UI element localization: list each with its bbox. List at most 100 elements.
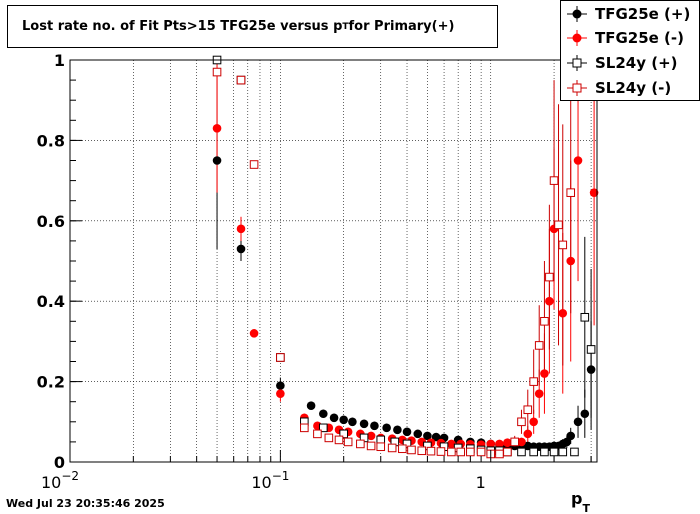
legend-item: TFG25e (-) xyxy=(561,27,699,49)
x-tick-label: 10−1 xyxy=(251,469,289,492)
data-point xyxy=(387,443,397,453)
data-point xyxy=(376,442,386,452)
data-point xyxy=(517,437,526,447)
data-markers xyxy=(212,55,599,459)
data-point xyxy=(540,369,549,378)
y-tick-label: 0.2 xyxy=(37,373,65,392)
data-point xyxy=(558,447,568,457)
y-tick-label: 0.8 xyxy=(37,131,65,150)
data-point xyxy=(212,67,222,77)
data-point xyxy=(486,439,496,449)
timestamp: Wed Jul 23 20:35:46 2025 xyxy=(6,497,165,510)
data-point xyxy=(529,447,538,457)
data-point xyxy=(276,353,285,362)
data-point xyxy=(236,224,246,234)
data-point xyxy=(431,432,441,442)
data-point xyxy=(580,312,590,322)
data-point xyxy=(566,256,576,266)
data-point xyxy=(586,365,596,374)
legend-item: SL24y (-) xyxy=(561,77,699,99)
data-point xyxy=(573,156,583,165)
data-point xyxy=(402,427,412,437)
data-point xyxy=(549,176,559,185)
x-tick-label: 10−2 xyxy=(41,469,79,492)
data-point xyxy=(426,446,436,456)
data-point xyxy=(417,446,427,456)
data-point xyxy=(476,447,486,457)
data-point xyxy=(573,417,583,427)
data-point xyxy=(324,433,334,443)
open-square-marker-icon xyxy=(567,80,587,96)
data-point xyxy=(523,405,533,415)
data-point xyxy=(503,438,512,448)
x-axis-label: pT xyxy=(571,489,590,514)
data-point xyxy=(495,449,504,459)
data-point xyxy=(540,447,549,457)
axis-ticks xyxy=(69,59,592,463)
data-point xyxy=(407,445,416,455)
data-point xyxy=(436,447,446,456)
data-point xyxy=(558,240,568,250)
data-point xyxy=(566,431,576,441)
y-tick-label: 0.6 xyxy=(37,212,65,231)
data-point xyxy=(554,220,563,230)
data-point xyxy=(402,439,412,449)
data-point xyxy=(313,429,322,439)
plot-frame xyxy=(69,59,598,463)
data-point xyxy=(329,413,339,423)
data-point xyxy=(545,272,554,282)
data-point xyxy=(236,244,246,254)
data-point xyxy=(306,401,316,411)
filled-circle-marker-icon xyxy=(567,6,587,22)
data-point xyxy=(517,417,526,427)
data-point xyxy=(447,447,456,457)
data-point xyxy=(359,419,369,429)
data-point xyxy=(495,439,504,449)
data-point xyxy=(580,409,590,419)
data-point xyxy=(393,425,402,435)
data-point xyxy=(589,188,599,197)
data-point xyxy=(413,429,423,439)
data-point xyxy=(558,308,568,318)
data-point xyxy=(319,423,328,433)
data-point xyxy=(534,389,544,398)
filled-circle-marker-icon xyxy=(567,30,587,46)
data-point xyxy=(566,188,576,197)
grid xyxy=(70,60,597,462)
data-point xyxy=(348,417,357,427)
x-tick-label: 1 xyxy=(476,473,486,492)
data-point xyxy=(529,417,538,427)
legend: TFG25e (+) TFG25e (-) SL24y (+) SL24y (-… xyxy=(560,0,700,101)
data-point xyxy=(398,444,407,454)
data-point xyxy=(339,415,348,425)
data-point xyxy=(534,341,544,350)
tick-labels: 10−2 10−1 1 0 0.2 0.4 0.6 0.8 1 xyxy=(37,51,486,492)
data-point xyxy=(517,447,526,457)
data-point xyxy=(300,423,309,433)
data-point xyxy=(549,447,559,457)
data-point xyxy=(356,439,365,449)
data-point xyxy=(447,439,456,449)
data-point xyxy=(334,435,344,445)
open-square-marker-icon xyxy=(567,55,587,71)
data-point xyxy=(212,156,222,165)
data-point xyxy=(366,441,376,451)
chart-title: Lost rate no. of Fit Pts>15 TFG25e versu… xyxy=(7,5,498,48)
data-point xyxy=(423,431,432,441)
data-point xyxy=(236,75,246,85)
data-point xyxy=(370,421,379,431)
data-point xyxy=(276,381,285,390)
data-point xyxy=(456,447,466,457)
data-point xyxy=(212,124,222,133)
data-point xyxy=(276,389,285,398)
data-point xyxy=(249,329,259,338)
legend-item: TFG25e (+) xyxy=(561,3,699,25)
y-tick-label: 1 xyxy=(54,51,65,70)
data-point xyxy=(570,447,579,457)
data-point xyxy=(319,409,328,419)
data-point xyxy=(510,437,520,447)
data-point xyxy=(343,437,353,447)
legend-item: SL24y (+) xyxy=(561,52,699,74)
data-point xyxy=(540,317,549,326)
data-point xyxy=(545,296,554,306)
